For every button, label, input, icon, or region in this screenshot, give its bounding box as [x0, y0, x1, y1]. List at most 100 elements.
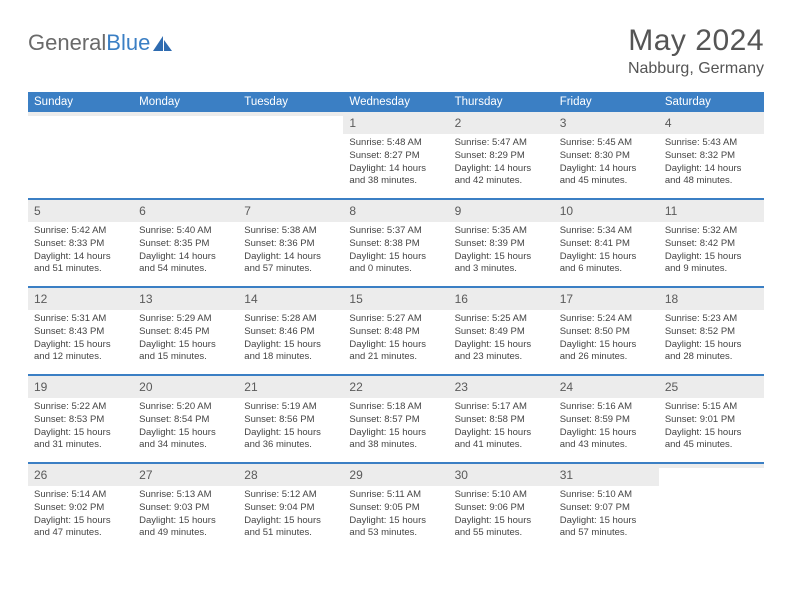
day-info-line: Sunrise: 5:45 AM	[560, 137, 653, 150]
day-info-line: and 51 minutes.	[244, 527, 337, 540]
day-number: 3	[560, 116, 567, 130]
day-info-line: Sunset: 8:29 PM	[455, 150, 548, 163]
day-info-line: Daylight: 15 hours	[349, 427, 442, 440]
day-number-row: 28	[238, 464, 343, 486]
day-info-line: Sunrise: 5:10 AM	[560, 489, 653, 502]
day-body: Sunrise: 5:10 AMSunset: 9:06 PMDaylight:…	[449, 486, 554, 544]
day-info-line: Daylight: 15 hours	[244, 339, 337, 352]
calendar: Sunday Monday Tuesday Wednesday Thursday…	[28, 92, 764, 550]
week-row: 5 Sunrise: 5:42 AMSunset: 8:33 PMDaylight…	[28, 198, 764, 286]
day-info-line: Daylight: 14 hours	[244, 251, 337, 264]
day-number: 21	[244, 380, 257, 394]
day-body: Sunrise: 5:15 AMSunset: 9:01 PMDaylight:…	[659, 398, 764, 456]
day-info-line: Sunset: 9:04 PM	[244, 502, 337, 515]
day-cell: 12Sunrise: 5:31 AMSunset: 8:43 PMDayligh…	[28, 288, 133, 374]
day-info-line: Sunrise: 5:15 AM	[665, 401, 758, 414]
weekday-header: Thursday	[449, 92, 554, 112]
day-cell: 1 Sunrise: 5:48 AMSunset: 8:27 PMDaylight…	[343, 112, 448, 198]
day-body: Sunrise: 5:25 AMSunset: 8:49 PMDaylight:…	[449, 310, 554, 368]
day-number: 14	[244, 292, 257, 306]
day-info-line: Sunset: 8:41 PM	[560, 238, 653, 251]
day-info-line: Sunrise: 5:16 AM	[560, 401, 653, 414]
day-info-line: Daylight: 15 hours	[455, 339, 548, 352]
day-cell: 24Sunrise: 5:16 AMSunset: 8:59 PMDayligh…	[554, 376, 659, 462]
day-number: 5	[34, 204, 41, 218]
day-info-line: Sunset: 8:45 PM	[139, 326, 232, 339]
day-info-line: and 31 minutes.	[34, 439, 127, 452]
day-cell: 9Sunrise: 5:35 AMSunset: 8:39 PMDaylight…	[449, 200, 554, 286]
day-body: Sunrise: 5:11 AMSunset: 9:05 PMDaylight:…	[343, 486, 448, 544]
day-number-row: 24	[554, 376, 659, 398]
day-info-line: Daylight: 15 hours	[34, 427, 127, 440]
day-number-row: 3	[554, 112, 659, 134]
day-number-row: 4	[659, 112, 764, 134]
location: Nabburg, Germany	[628, 60, 764, 78]
day-number-row: 7	[238, 200, 343, 222]
day-info-line: and 47 minutes.	[34, 527, 127, 540]
day-info-line: and 15 minutes.	[139, 351, 232, 364]
day-info-line: Daylight: 15 hours	[244, 427, 337, 440]
day-info-line: and 12 minutes.	[34, 351, 127, 364]
day-cell: 25Sunrise: 5:15 AMSunset: 9:01 PMDayligh…	[659, 376, 764, 462]
day-info-line: Sunrise: 5:24 AM	[560, 313, 653, 326]
weekday-header: Tuesday	[238, 92, 343, 112]
day-body: Sunrise: 5:32 AMSunset: 8:42 PMDaylight:…	[659, 222, 764, 280]
day-info-line: Sunrise: 5:14 AM	[34, 489, 127, 502]
day-number: 23	[455, 380, 468, 394]
day-info-line: Sunset: 8:35 PM	[139, 238, 232, 251]
day-number: 2	[455, 116, 462, 130]
day-number-row: 27	[133, 464, 238, 486]
day-info-line: Daylight: 14 hours	[349, 163, 442, 176]
day-info-line: and 0 minutes.	[349, 263, 442, 276]
day-info-line: Sunset: 9:02 PM	[34, 502, 127, 515]
day-cell: 7Sunrise: 5:38 AMSunset: 8:36 PMDaylight…	[238, 200, 343, 286]
day-info-line: and 55 minutes.	[455, 527, 548, 540]
day-info-line: Sunrise: 5:48 AM	[349, 137, 442, 150]
day-cell: 26 Sunrise: 5:14 AMSunset: 9:02 PMDayligh…	[28, 464, 133, 550]
day-body: Sunrise: 5:29 AMSunset: 8:45 PMDaylight:…	[133, 310, 238, 368]
day-info-line: and 9 minutes.	[665, 263, 758, 276]
day-info-line: and 43 minutes.	[560, 439, 653, 452]
day-cell: 16Sunrise: 5:25 AMSunset: 8:49 PMDayligh…	[449, 288, 554, 374]
day-info-line: and 26 minutes.	[560, 351, 653, 364]
day-cell: 2Sunrise: 5:47 AMSunset: 8:29 PMDaylight…	[449, 112, 554, 198]
day-number: 10	[560, 204, 573, 218]
day-info-line: and 53 minutes.	[349, 527, 442, 540]
day-body: Sunrise: 5:22 AMSunset: 8:53 PMDaylight:…	[28, 398, 133, 456]
day-number: 13	[139, 292, 152, 306]
day-info-line: Sunset: 9:03 PM	[139, 502, 232, 515]
day-number: 30	[455, 468, 468, 482]
weekday-header: Saturday	[659, 92, 764, 112]
day-number: 7	[244, 204, 251, 218]
day-number: 1	[349, 116, 356, 130]
day-body: Sunrise: 5:40 AMSunset: 8:35 PMDaylight:…	[133, 222, 238, 280]
day-cell: 17Sunrise: 5:24 AMSunset: 8:50 PMDayligh…	[554, 288, 659, 374]
day-number-row: 10	[554, 200, 659, 222]
day-info-line: Sunset: 8:50 PM	[560, 326, 653, 339]
day-info-line: Sunrise: 5:10 AM	[455, 489, 548, 502]
day-info-line: Sunrise: 5:28 AM	[244, 313, 337, 326]
day-number-row: 26	[28, 464, 133, 486]
day-number-row: 31	[554, 464, 659, 486]
day-number-row: 19	[28, 376, 133, 398]
day-body	[238, 116, 343, 176]
day-info-line: Sunset: 8:27 PM	[349, 150, 442, 163]
day-info-line: Sunset: 8:39 PM	[455, 238, 548, 251]
day-info-line: Daylight: 15 hours	[560, 251, 653, 264]
day-info-line: Sunrise: 5:22 AM	[34, 401, 127, 414]
day-info-line: Daylight: 15 hours	[455, 427, 548, 440]
day-body: Sunrise: 5:17 AMSunset: 8:58 PMDaylight:…	[449, 398, 554, 456]
day-number-row: 13	[133, 288, 238, 310]
day-info-line: Daylight: 15 hours	[665, 251, 758, 264]
day-number-row: 29	[343, 464, 448, 486]
day-body: Sunrise: 5:35 AMSunset: 8:39 PMDaylight:…	[449, 222, 554, 280]
day-info-line: Daylight: 15 hours	[34, 515, 127, 528]
day-body: Sunrise: 5:48 AMSunset: 8:27 PMDaylight:…	[343, 134, 448, 192]
day-info-line: and 28 minutes.	[665, 351, 758, 364]
day-cell: 23 Sunrise: 5:17 AMSunset: 8:58 PMDayligh…	[449, 376, 554, 462]
day-cell: 29Sunrise: 5:11 AMSunset: 9:05 PMDayligh…	[343, 464, 448, 550]
day-body: Sunrise: 5:42 AMSunset: 8:33 PMDaylight:…	[28, 222, 133, 280]
day-body: Sunrise: 5:10 AMSunset: 9:07 PMDaylight:…	[554, 486, 659, 544]
day-info-line: Sunrise: 5:31 AM	[34, 313, 127, 326]
day-cell: 3Sunrise: 5:45 AMSunset: 8:30 PMDaylight…	[554, 112, 659, 198]
